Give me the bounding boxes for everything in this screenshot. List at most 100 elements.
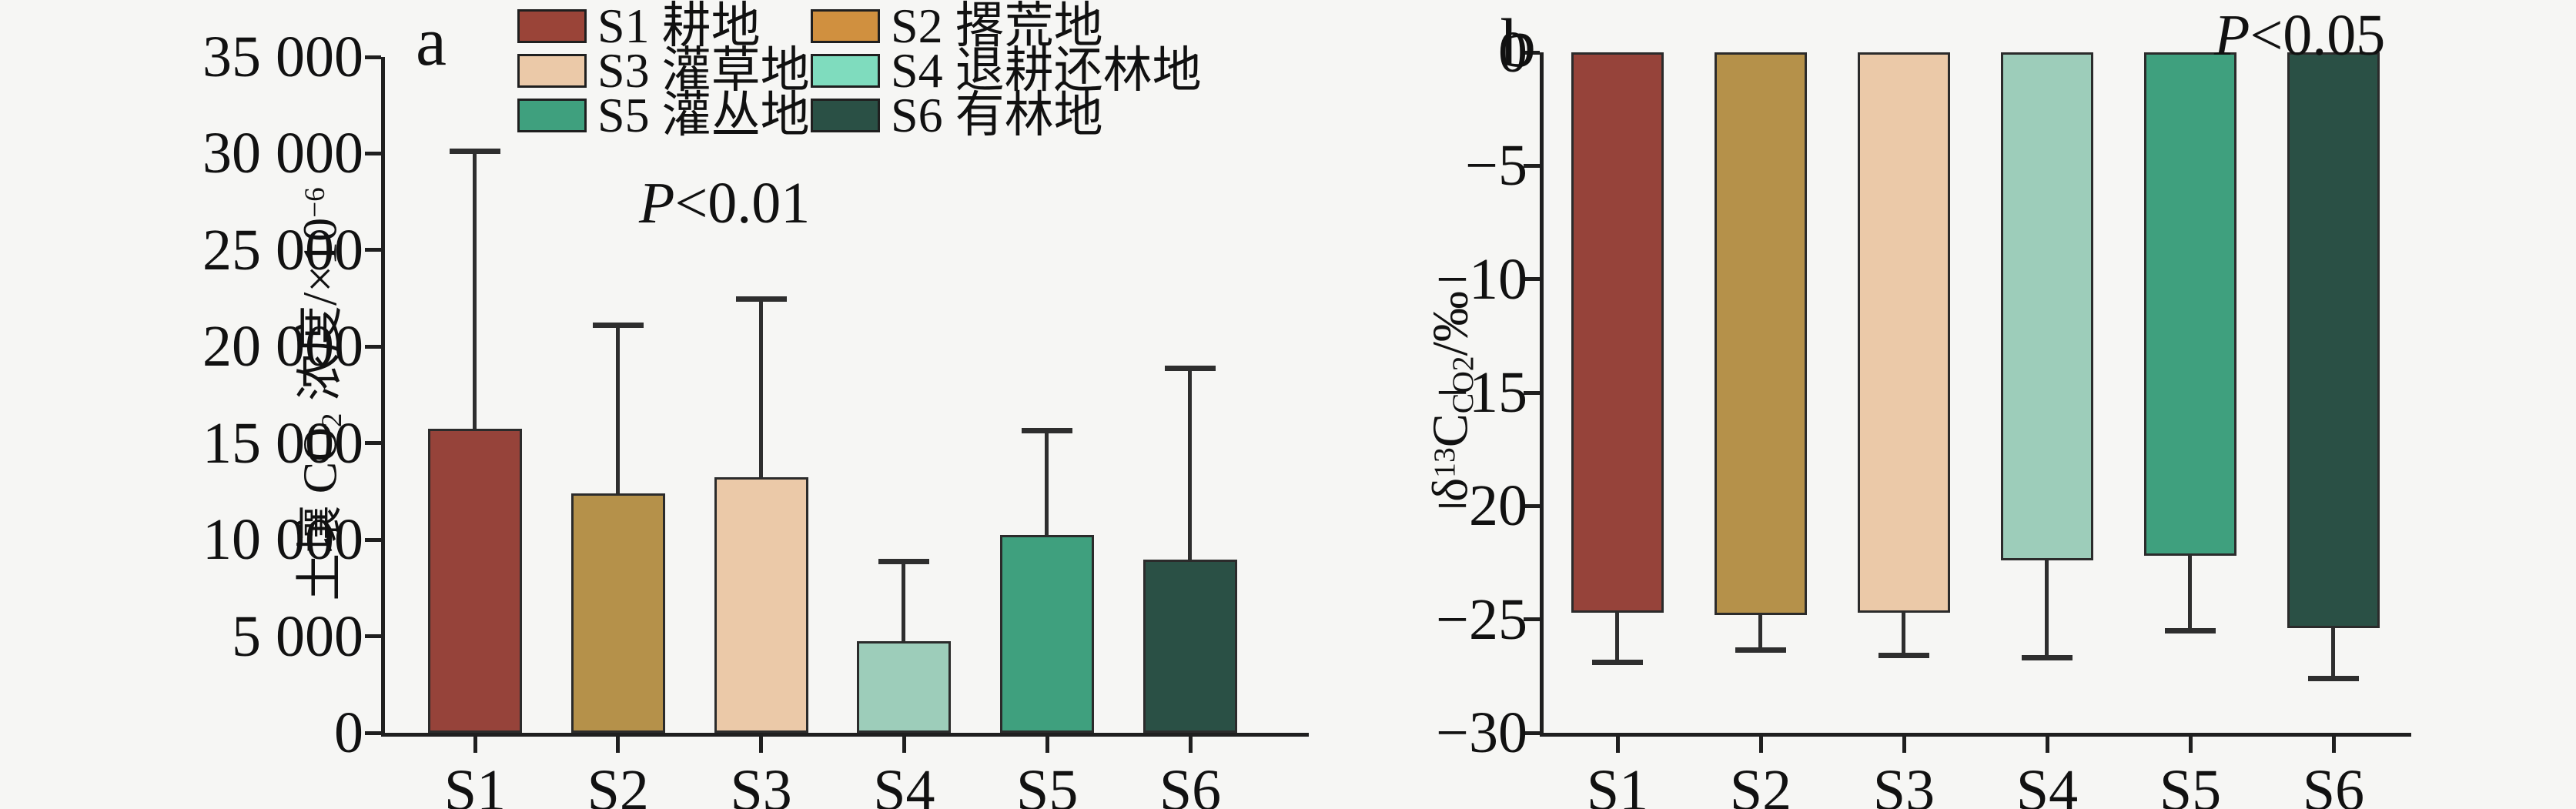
x-tick-label-s3: S3 — [1872, 758, 1935, 809]
y-axis-title-part: −6 — [299, 187, 331, 218]
legend-label-s6: S6 有林地 — [891, 88, 1103, 142]
error-bar-cap — [2308, 675, 2359, 681]
x-tick — [616, 737, 621, 753]
y-axis-title-part: 13 — [1427, 447, 1462, 478]
y-tick-label: −30 — [1436, 700, 1527, 765]
error-bar-line — [1188, 368, 1192, 560]
x-tick — [759, 737, 764, 753]
legend-label-s5: S5 灌丛地 — [597, 88, 810, 142]
legend-swatch-s3 — [517, 54, 587, 88]
error-bar-line — [1902, 612, 1905, 656]
x-tick — [2045, 737, 2049, 753]
bar-s6 — [2287, 52, 2380, 629]
x-tick — [1045, 737, 1049, 753]
x-tick — [2188, 737, 2193, 753]
y-axis-spine — [381, 57, 385, 737]
error-bar-cap — [878, 559, 930, 565]
y-tick — [365, 730, 381, 735]
error-bar-line — [473, 151, 477, 429]
legend-swatch-s1 — [517, 9, 587, 43]
x-axis-spine — [381, 733, 1309, 737]
legend-swatch-s2 — [811, 9, 880, 43]
y-tick-label: 30 000 — [202, 121, 363, 186]
error-bar-line — [758, 299, 763, 477]
y-tick — [1524, 390, 1540, 395]
y-axis-title-part: CO2 — [1445, 356, 1480, 414]
y-tick-label: 5 000 — [232, 603, 363, 669]
bar-s4 — [2001, 52, 2093, 561]
y-tick — [365, 151, 381, 155]
x-tick — [1758, 737, 1763, 753]
p-threshold: <0.05 — [2250, 3, 2386, 68]
panel-b-letter: b — [1501, 5, 1536, 82]
x-tick-label-s6: S6 — [1159, 758, 1222, 809]
x-tick — [1902, 737, 1906, 753]
y-tick-label: 10 000 — [202, 507, 363, 573]
y-tick-label: 15 000 — [202, 410, 363, 476]
y-tick-label: 20 000 — [202, 314, 363, 379]
x-axis-spine — [1540, 733, 2411, 737]
panel-a-y-axis-title: 土壤 CO2 浓度/×10−6 — [294, 187, 349, 601]
x-tick — [1615, 737, 1620, 753]
y-tick — [365, 248, 381, 252]
y-axis-title-part: δ — [1422, 477, 1479, 502]
y-tick — [1524, 730, 1540, 735]
p-symbol: P — [2214, 3, 2250, 68]
x-tick — [1188, 737, 1193, 753]
y-axis-title-part: /‰ — [1422, 291, 1479, 356]
panel-a-letter: a — [416, 4, 447, 80]
error-bar-cap — [2165, 627, 2216, 633]
error-bar-line — [902, 561, 906, 641]
legend-label-s4: S4 退耕还林地 — [891, 43, 1202, 98]
x-tick-label-s2: S2 — [1729, 758, 1792, 809]
y-tick-label: −20 — [1436, 473, 1527, 539]
legend-item-s6: S6 有林地 — [811, 91, 1103, 140]
y-tick — [365, 441, 381, 446]
y-tick — [1524, 50, 1540, 55]
error-bar-cap — [1592, 660, 1643, 666]
legend-item-s1: S1 耕地 — [517, 2, 761, 51]
legend-label-s2: S2 撂荒地 — [891, 0, 1103, 53]
y-tick-label: 25 000 — [202, 217, 363, 282]
legend-item-s5: S5 灌丛地 — [517, 91, 810, 140]
legend-swatch-s4 — [811, 54, 880, 88]
x-tick-label-s1: S1 — [1586, 758, 1649, 809]
y-tick-label: −10 — [1436, 246, 1527, 312]
bar-s5 — [1000, 534, 1095, 733]
error-bar-cap — [592, 323, 644, 329]
x-tick-label-s1: S1 — [443, 758, 507, 809]
x-tick-label-s3: S3 — [730, 758, 792, 809]
y-axis-title-part: C — [1422, 413, 1479, 448]
error-bar-cap — [450, 149, 500, 155]
y-axis-spine — [1540, 52, 1544, 737]
y-tick-label: 0 — [1498, 20, 1527, 85]
bar-s3 — [1858, 52, 1950, 613]
y-tick — [1524, 277, 1540, 282]
error-bar-cap — [1878, 653, 1929, 659]
bar-s4 — [857, 640, 952, 733]
panel-b-y-axis-title: δ13CCO2/‰ — [1422, 291, 1480, 502]
legend-label-s1: S1 耕地 — [597, 0, 761, 53]
y-axis-title-part: 浓度/×10 — [294, 217, 347, 413]
error-bar-line — [2045, 560, 2049, 658]
y-tick — [365, 344, 381, 349]
legend-swatch-s5 — [517, 99, 587, 132]
y-tick — [365, 537, 381, 542]
legend-item-s3: S3 灌草地 — [517, 46, 810, 95]
y-tick — [1524, 503, 1540, 508]
error-bar-line — [2331, 628, 2335, 679]
error-bar-cap — [1022, 427, 1073, 433]
y-axis-title-part: 土壤 CO — [294, 427, 347, 601]
panel-b-significance-annotation: P<0.05 — [2214, 6, 2385, 65]
y-tick-label: −15 — [1436, 360, 1527, 425]
y-tick-label: −5 — [1465, 133, 1527, 199]
x-tick-label-s5: S5 — [2159, 758, 2222, 809]
error-bar-cap — [1735, 647, 1786, 653]
x-tick-label-s4: S4 — [2016, 758, 2079, 809]
bar-s6 — [1143, 560, 1237, 733]
error-bar-cap — [1165, 365, 1216, 371]
x-tick-label-s4: S4 — [873, 758, 935, 809]
y-tick-label: −25 — [1436, 587, 1527, 652]
error-bar-cap — [735, 296, 787, 303]
